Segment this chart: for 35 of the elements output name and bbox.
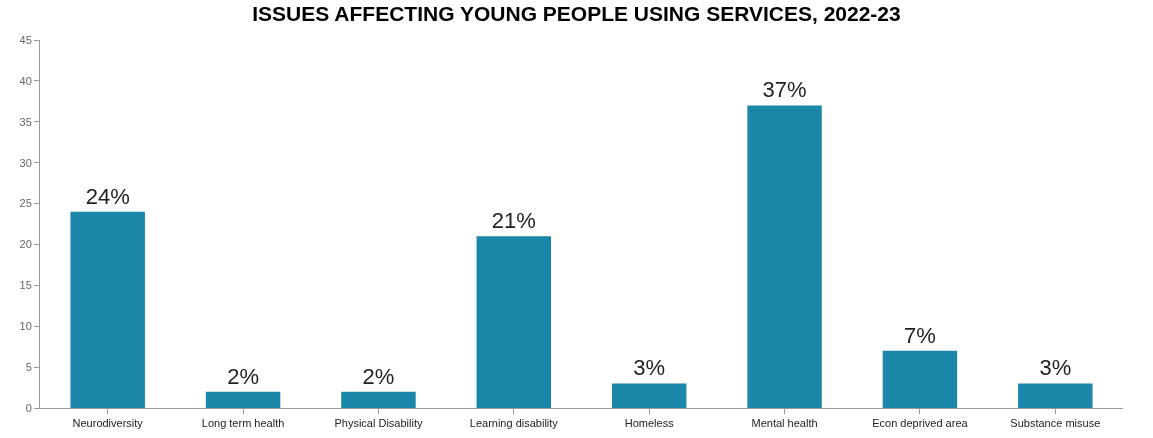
y-tick-label: 25 xyxy=(19,197,32,210)
x-tick-label: Econ deprived area xyxy=(872,417,969,430)
bar xyxy=(747,105,822,408)
bar xyxy=(882,350,958,408)
data-label: 21% xyxy=(491,208,536,234)
y-tick-label: 5 xyxy=(25,360,32,373)
bar xyxy=(341,391,416,408)
x-tick-label: Neurodiversity xyxy=(72,417,144,430)
y-tick-label: 20 xyxy=(19,238,32,251)
y-tick-label: 35 xyxy=(19,115,32,128)
data-label: 37% xyxy=(762,77,807,103)
data-label: 2% xyxy=(227,363,259,389)
x-tick-label: Mental health xyxy=(751,417,818,430)
bar xyxy=(70,211,145,408)
y-tick-label: 15 xyxy=(19,279,32,292)
data-label: 3% xyxy=(1039,355,1072,381)
y-tick-label: 0 xyxy=(25,401,32,414)
bar xyxy=(476,236,552,408)
bar xyxy=(611,383,687,408)
bar xyxy=(205,391,281,408)
y-tick-label: 10 xyxy=(19,320,32,333)
y-tick-label: 40 xyxy=(19,74,32,87)
data-label: 3% xyxy=(633,355,666,381)
x-tick-label: Physical Disability xyxy=(334,417,423,430)
chart-title: ISSUES AFFECTING YOUNG PEOPLE USING SERVICES, 2022-23 xyxy=(252,2,901,26)
data-label: 7% xyxy=(904,322,936,348)
x-tick-label: Long term health xyxy=(201,417,285,430)
bar xyxy=(1018,383,1093,408)
data-label: 2% xyxy=(362,363,395,389)
x-tick-label: Learning disability xyxy=(469,417,559,430)
y-tick-label: 30 xyxy=(19,156,32,169)
x-tick-label: Homeless xyxy=(624,417,675,430)
x-tick-label: Substance misuse xyxy=(1010,417,1101,430)
y-tick-label: 45 xyxy=(19,33,32,46)
data-label: 24% xyxy=(85,183,130,209)
